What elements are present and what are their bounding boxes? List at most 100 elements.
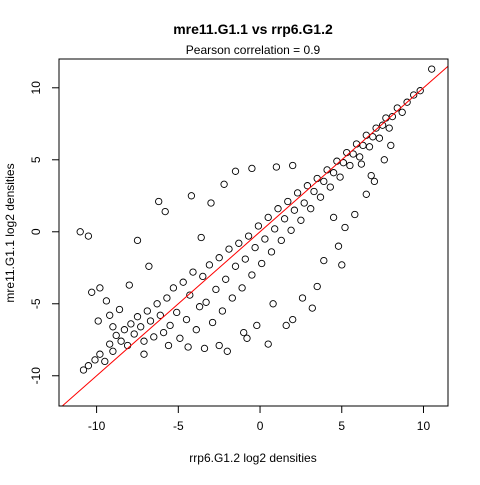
data-point bbox=[289, 161, 297, 170]
data-point bbox=[277, 236, 285, 245]
data-point bbox=[329, 213, 338, 222]
data-point bbox=[351, 210, 359, 219]
data-point bbox=[428, 65, 436, 73]
data-point bbox=[244, 232, 253, 240]
data-point bbox=[163, 294, 171, 302]
data-point bbox=[320, 177, 328, 186]
data-point bbox=[212, 285, 220, 294]
data-point bbox=[156, 311, 164, 319]
data-point bbox=[313, 282, 321, 291]
data-point bbox=[261, 235, 269, 243]
data-point bbox=[117, 337, 125, 345]
chart-subtitle: Pearson correlation = 0.9 bbox=[186, 43, 321, 57]
data-point bbox=[264, 213, 272, 222]
data-point bbox=[115, 305, 124, 314]
data-point bbox=[106, 311, 114, 319]
data-point bbox=[287, 226, 295, 234]
data-point bbox=[235, 239, 243, 247]
data-point bbox=[289, 315, 297, 324]
data-point bbox=[218, 307, 227, 315]
x-tick-label: 0 bbox=[257, 419, 264, 433]
plot-frame bbox=[58, 58, 449, 407]
data-point bbox=[271, 225, 279, 233]
data-point bbox=[112, 331, 120, 340]
data-point bbox=[109, 347, 117, 355]
points-layer bbox=[76, 65, 436, 374]
data-point bbox=[199, 272, 207, 281]
data-point bbox=[84, 232, 93, 240]
data-point bbox=[248, 164, 256, 173]
reference-line bbox=[61, 65, 449, 407]
data-point bbox=[297, 216, 305, 224]
data-point bbox=[155, 197, 163, 206]
data-point bbox=[258, 259, 266, 268]
data-point bbox=[102, 297, 111, 305]
data-point bbox=[372, 124, 380, 132]
data-point bbox=[303, 182, 312, 190]
data-point bbox=[282, 321, 290, 330]
data-point bbox=[248, 271, 256, 279]
data-point bbox=[200, 344, 209, 353]
data-point bbox=[143, 307, 151, 315]
chart-title: mre11.G1.1 vs rrp6.G1.2 bbox=[173, 21, 333, 37]
data-point bbox=[84, 362, 93, 370]
data-point bbox=[195, 303, 204, 311]
y-tick-label: 5 bbox=[29, 156, 43, 163]
data-point bbox=[182, 315, 191, 324]
data-point bbox=[329, 169, 338, 177]
data-point bbox=[137, 323, 145, 331]
data-point bbox=[238, 284, 246, 292]
data-point bbox=[109, 323, 117, 331]
data-point bbox=[264, 340, 272, 348]
data-point bbox=[76, 228, 84, 236]
data-point bbox=[164, 341, 173, 350]
data-point bbox=[159, 328, 168, 337]
data-point bbox=[362, 190, 370, 198]
data-point bbox=[208, 318, 217, 327]
data-point bbox=[416, 87, 424, 95]
data-point bbox=[387, 141, 395, 150]
data-point bbox=[161, 207, 169, 216]
y-tick-label: -5 bbox=[29, 298, 43, 309]
y-tick-label: 0 bbox=[29, 228, 43, 235]
data-point bbox=[166, 321, 174, 330]
data-point bbox=[365, 143, 374, 151]
data-point bbox=[341, 223, 349, 232]
data-point bbox=[197, 233, 205, 242]
data-point bbox=[398, 108, 406, 116]
data-point bbox=[280, 215, 289, 223]
data-point bbox=[231, 167, 240, 175]
x-tick-label: -10 bbox=[88, 419, 106, 433]
data-point bbox=[267, 248, 276, 256]
data-point bbox=[207, 199, 215, 207]
data-point bbox=[243, 334, 251, 342]
data-point bbox=[106, 340, 114, 348]
data-point bbox=[334, 242, 343, 250]
data-point bbox=[96, 350, 104, 358]
data-point bbox=[228, 294, 236, 302]
data-point bbox=[140, 337, 148, 345]
data-point bbox=[308, 304, 316, 312]
data-point bbox=[349, 150, 357, 158]
data-point bbox=[293, 189, 302, 197]
data-point bbox=[192, 326, 200, 334]
x-axis-label: rrp6.G1.2 log2 densities bbox=[189, 451, 316, 465]
reference-line-layer bbox=[61, 65, 449, 407]
data-point bbox=[284, 197, 292, 206]
data-point bbox=[346, 161, 354, 170]
data-point bbox=[176, 334, 184, 342]
data-point bbox=[133, 313, 142, 321]
x-tick-label: -5 bbox=[173, 419, 184, 433]
data-point bbox=[222, 275, 230, 283]
data-point bbox=[388, 112, 397, 121]
data-point bbox=[145, 262, 153, 270]
data-point bbox=[79, 366, 88, 374]
data-point bbox=[339, 159, 348, 167]
data-point bbox=[403, 98, 411, 106]
data-point bbox=[150, 333, 158, 341]
data-point bbox=[320, 256, 328, 265]
data-point bbox=[367, 171, 375, 180]
data-point bbox=[153, 300, 161, 308]
data-point bbox=[378, 121, 387, 129]
